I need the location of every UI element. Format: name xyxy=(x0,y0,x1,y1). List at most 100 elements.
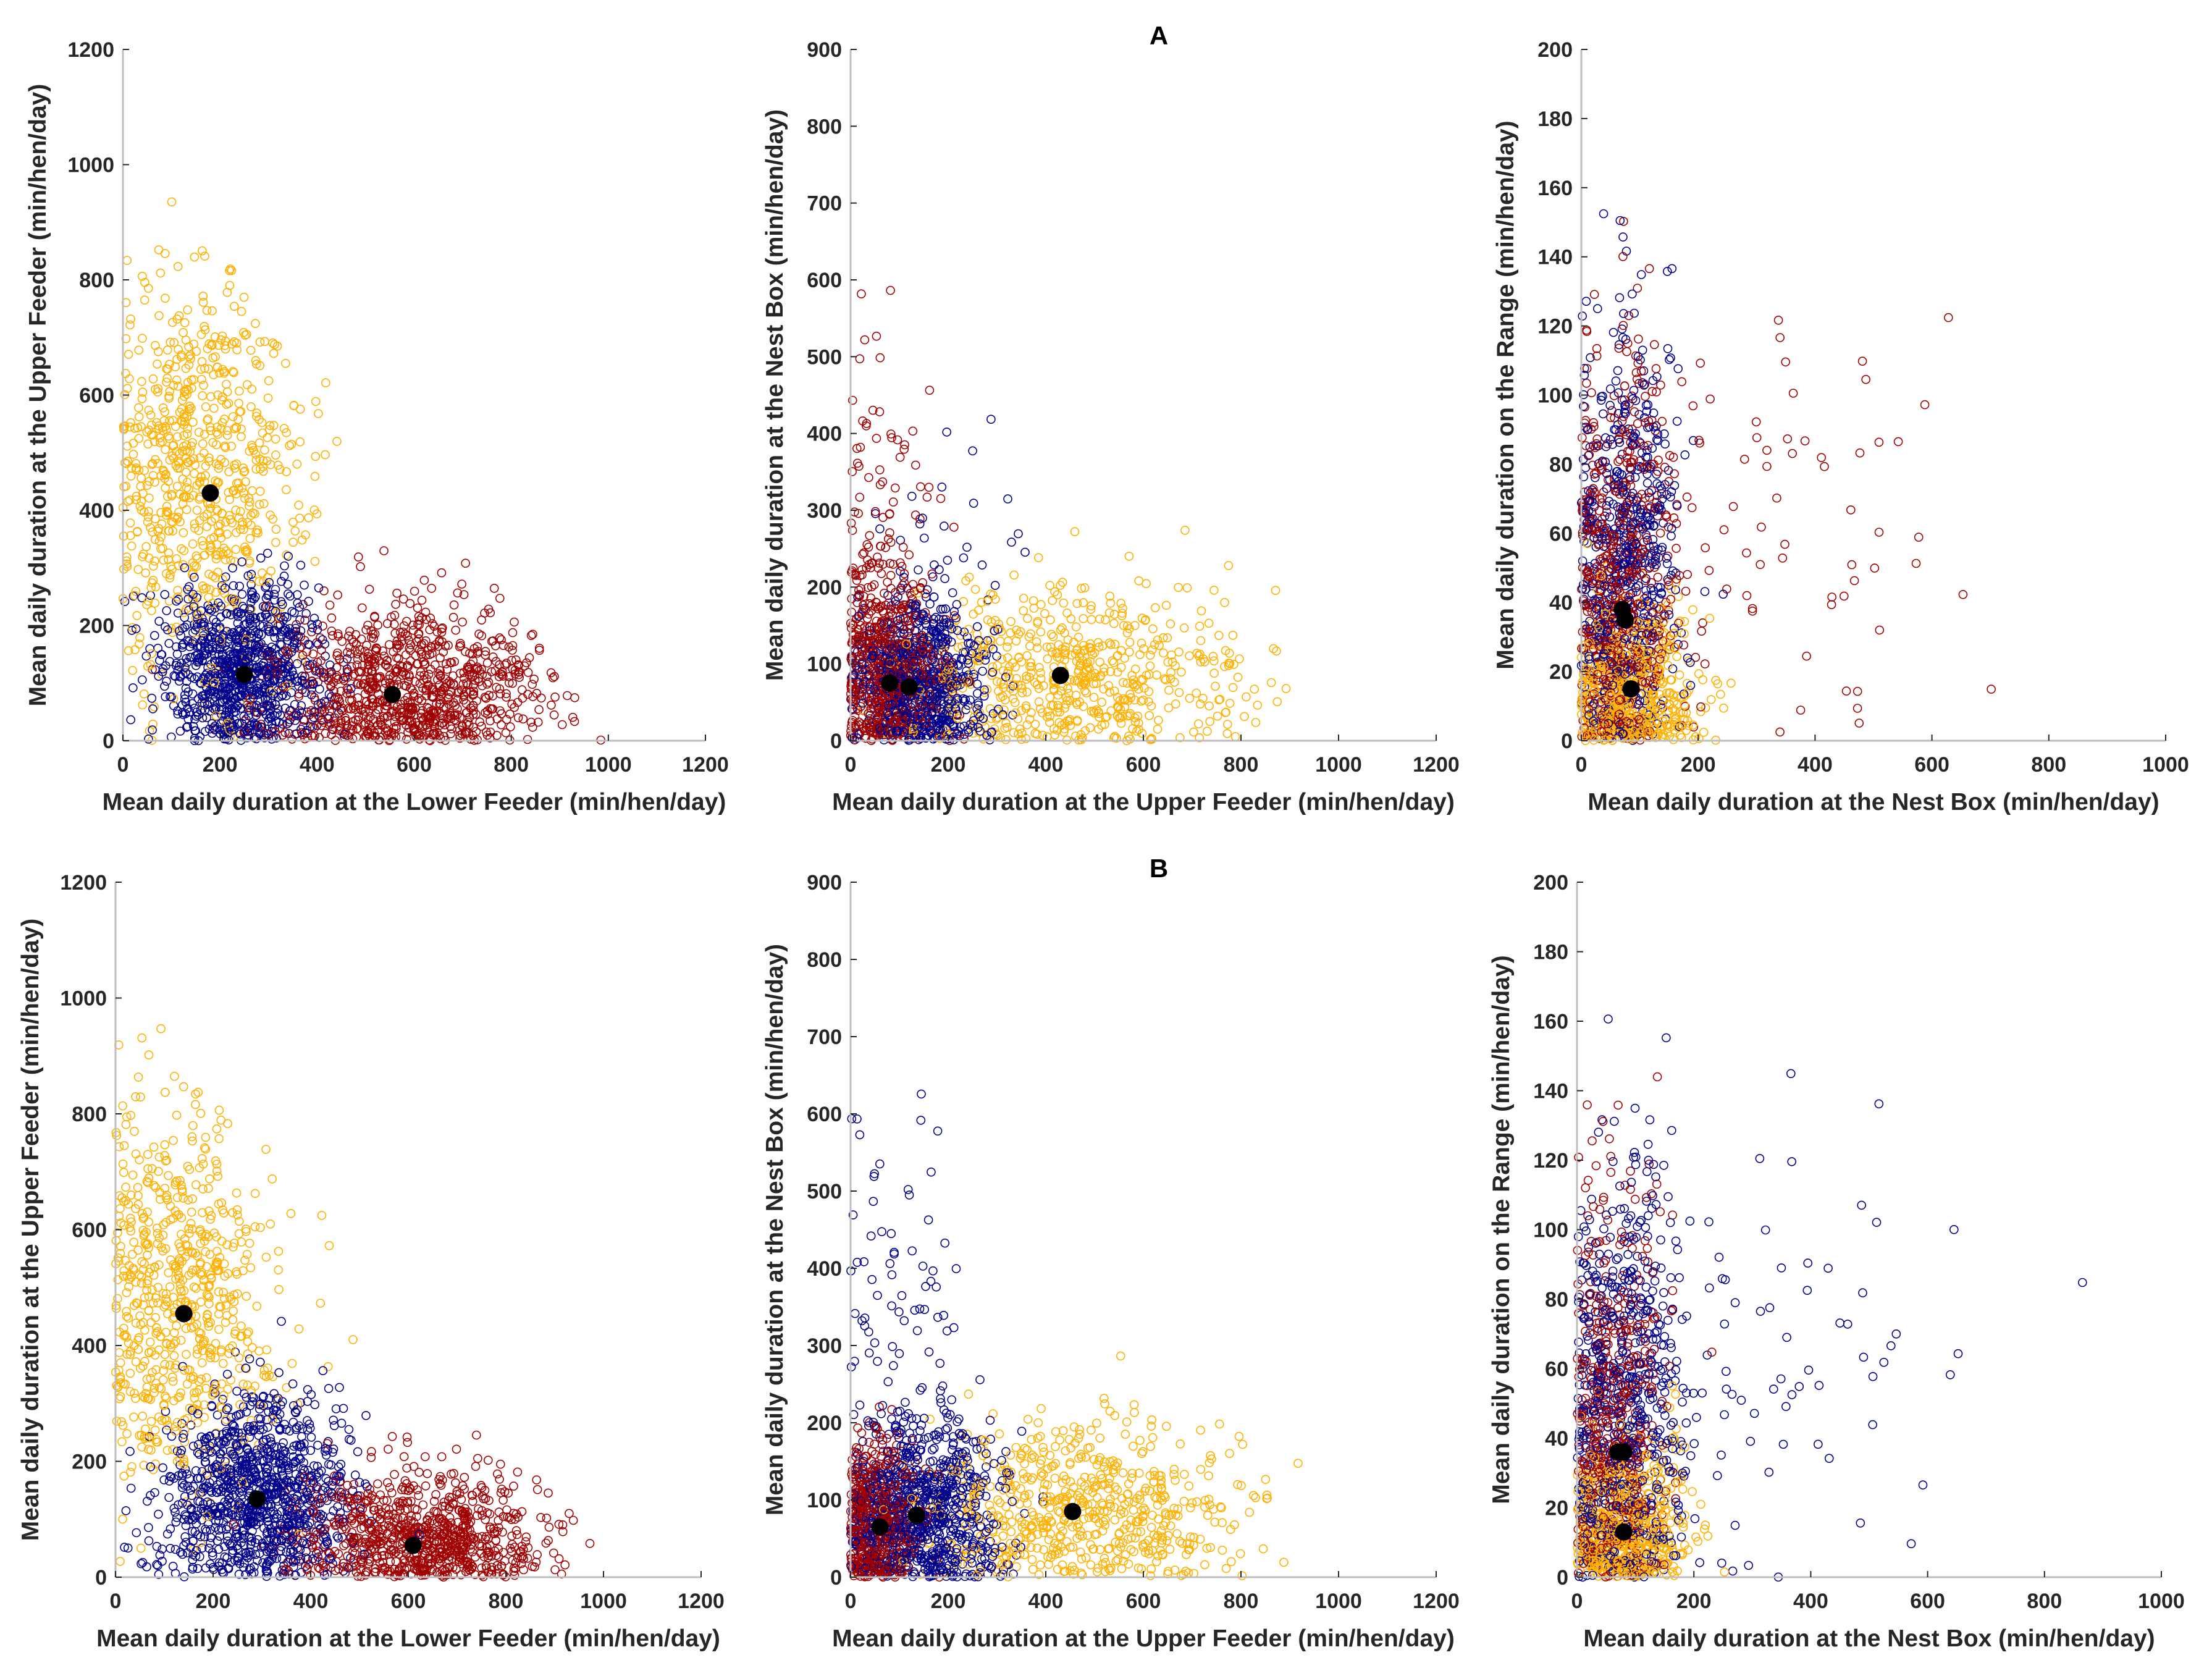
data-point xyxy=(148,704,158,714)
data-point xyxy=(325,600,335,610)
data-point xyxy=(156,508,166,517)
data-point xyxy=(158,403,168,413)
data-point xyxy=(161,445,170,455)
data-point xyxy=(1205,717,1214,727)
data-point xyxy=(1116,599,1125,608)
data-point xyxy=(206,426,216,436)
data-point xyxy=(1001,735,1011,744)
data-point xyxy=(462,678,471,688)
data-point xyxy=(145,493,154,503)
data-point xyxy=(271,524,281,534)
y-axis-label: Mean daily duration at the Nest Box (min… xyxy=(762,109,788,681)
data-point xyxy=(458,617,467,627)
data-point xyxy=(373,620,382,630)
data-point xyxy=(1233,673,1243,682)
data-point xyxy=(310,471,320,481)
data-point xyxy=(148,374,158,384)
data-point xyxy=(570,717,579,727)
data-point xyxy=(162,606,172,615)
data-point xyxy=(161,293,170,303)
data-point xyxy=(528,680,537,689)
data-point xyxy=(482,706,492,715)
data-point xyxy=(251,455,261,465)
subplot-a-3: 0 200 400 600 800 100002040608010012014016018… xyxy=(1492,38,2189,815)
data-point xyxy=(475,717,485,727)
data-point xyxy=(411,651,421,660)
data-point xyxy=(235,581,245,591)
data-point xyxy=(1613,457,1623,466)
data-point xyxy=(237,306,246,316)
data-point xyxy=(427,583,437,593)
data-point xyxy=(1097,697,1106,707)
x-tick-label: 600 xyxy=(397,753,432,777)
subplot-a-2: 0 200 400 600 800 1000 12000100200300400500600… xyxy=(762,21,1460,815)
data-point xyxy=(344,631,353,641)
data-point xyxy=(528,630,537,639)
data-point xyxy=(1196,606,1206,616)
data-point xyxy=(282,485,291,495)
data-point xyxy=(160,681,169,691)
x-tick-label: 0 xyxy=(845,753,857,777)
data-point xyxy=(1153,725,1163,734)
data-point xyxy=(313,619,322,629)
data-point xyxy=(916,482,925,492)
data-point xyxy=(1145,651,1155,660)
data-point xyxy=(220,458,230,468)
data-point xyxy=(309,693,319,702)
data-point xyxy=(914,565,923,575)
cluster-centroid xyxy=(201,484,219,502)
data-point xyxy=(225,515,235,524)
data-point xyxy=(1578,311,1587,321)
data-point xyxy=(245,497,254,507)
data-point xyxy=(547,701,556,710)
data-point xyxy=(860,335,870,345)
data-point xyxy=(408,620,418,630)
data-point xyxy=(1846,505,1856,515)
data-point xyxy=(179,546,189,555)
x-tick-label: 1000 xyxy=(585,753,632,777)
data-point xyxy=(410,586,419,596)
data-point xyxy=(1667,531,1676,541)
data-point xyxy=(311,397,321,406)
data-point xyxy=(930,560,939,570)
data-point xyxy=(167,197,177,207)
data-point xyxy=(1757,522,1766,532)
data-point xyxy=(173,609,183,618)
data-point xyxy=(126,314,135,324)
data-point xyxy=(1154,715,1163,725)
data-point xyxy=(137,377,146,386)
data-point xyxy=(160,407,170,417)
data-point xyxy=(1003,642,1012,652)
data-point xyxy=(150,478,159,487)
data-point xyxy=(356,562,365,571)
data-point xyxy=(1050,730,1059,739)
data-point xyxy=(1240,712,1249,722)
data-point xyxy=(495,594,505,603)
data-point xyxy=(1242,692,1251,702)
x-axis-label: Mean daily duration at the Upper Feeder … xyxy=(832,789,1455,815)
data-point xyxy=(888,497,898,507)
data-point xyxy=(1628,289,1637,299)
data-point xyxy=(925,385,935,395)
data-point xyxy=(213,521,223,531)
data-point xyxy=(222,379,231,389)
data-point xyxy=(1681,586,1691,596)
data-point xyxy=(1875,625,1885,635)
data-point xyxy=(283,579,293,589)
data-point xyxy=(333,590,343,600)
data-point xyxy=(257,418,267,428)
data-point xyxy=(127,541,137,551)
data-point xyxy=(246,345,256,355)
data-point xyxy=(1079,613,1088,623)
data-point xyxy=(491,657,501,666)
data-point xyxy=(190,469,199,478)
data-point xyxy=(138,334,147,343)
data-point xyxy=(1036,627,1046,637)
data-point xyxy=(1089,693,1099,702)
data-point xyxy=(144,405,154,415)
data-point xyxy=(225,280,235,290)
data-point xyxy=(124,350,133,359)
data-point xyxy=(872,434,881,443)
x-tick-label: 1200 xyxy=(1413,753,1460,777)
data-point xyxy=(128,450,138,459)
